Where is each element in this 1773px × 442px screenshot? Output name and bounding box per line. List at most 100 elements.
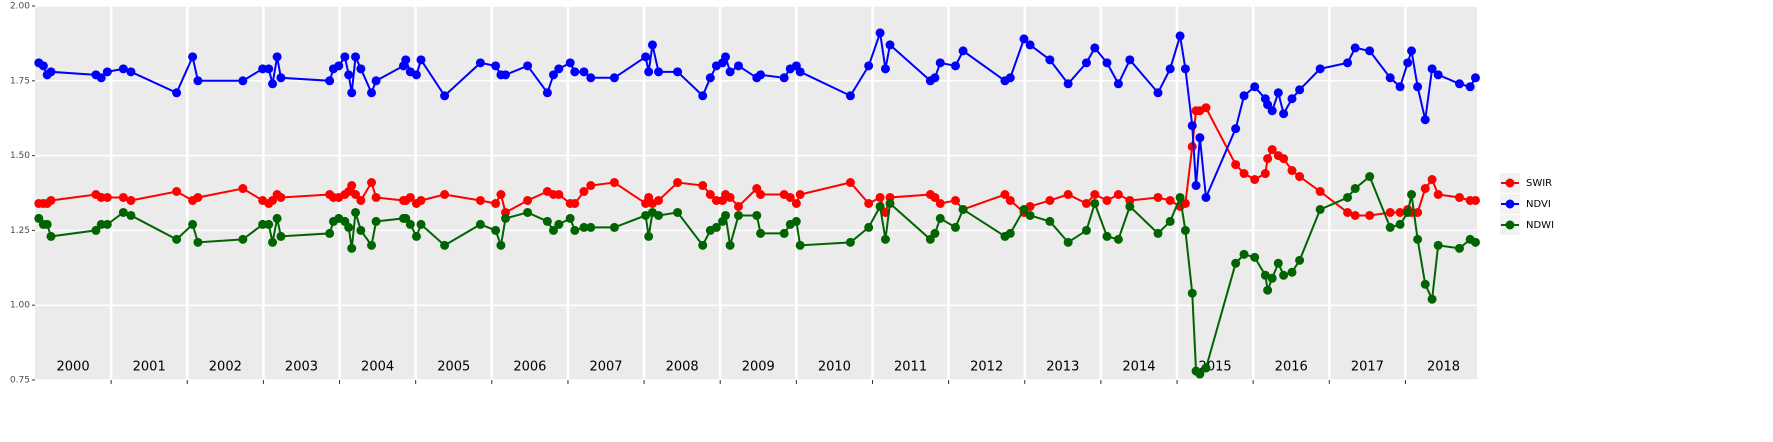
data-point — [752, 210, 762, 220]
data-point — [1407, 46, 1417, 56]
data-point — [1263, 285, 1273, 295]
y-tick-label: 2.00 — [10, 2, 30, 12]
data-point — [347, 243, 357, 253]
data-point — [118, 192, 128, 202]
data-point — [930, 192, 940, 202]
year-label: 2004 — [361, 360, 394, 375]
y-tick-label: 1.50 — [10, 151, 30, 161]
data-point — [1187, 288, 1197, 298]
data-point — [554, 219, 564, 229]
data-point — [1005, 195, 1015, 205]
year-label: 2008 — [666, 360, 699, 375]
data-point — [1315, 64, 1325, 74]
data-point — [1165, 195, 1175, 205]
data-point — [1287, 267, 1297, 277]
data-point — [238, 184, 248, 194]
data-point — [1090, 43, 1100, 53]
data-point — [958, 46, 968, 56]
data-point — [1231, 160, 1241, 170]
data-point — [609, 222, 619, 232]
data-point — [1081, 225, 1091, 235]
data-point — [845, 178, 855, 188]
data-point — [756, 70, 766, 80]
data-point — [725, 240, 735, 250]
year-label: 2009 — [742, 360, 775, 375]
data-point — [1175, 31, 1185, 41]
data-point — [950, 195, 960, 205]
data-point — [950, 61, 960, 71]
data-point — [1350, 43, 1360, 53]
data-point — [1395, 207, 1405, 217]
data-point — [875, 192, 885, 202]
year-label: 2014 — [1122, 360, 1155, 375]
year-label: 2011 — [894, 360, 927, 375]
data-point — [885, 40, 895, 50]
data-point — [102, 219, 112, 229]
year-label: 2013 — [1046, 360, 1079, 375]
data-point — [1267, 273, 1277, 283]
data-point — [276, 192, 286, 202]
data-point — [654, 67, 664, 77]
data-point — [1063, 79, 1073, 89]
data-point — [276, 231, 286, 241]
data-point — [1454, 243, 1464, 253]
data-point — [238, 76, 248, 86]
data-point — [1063, 189, 1073, 199]
data-point — [411, 70, 421, 80]
data-point — [340, 52, 350, 62]
data-point — [1365, 172, 1375, 182]
data-point — [1201, 192, 1211, 202]
data-point — [579, 222, 589, 232]
data-point — [491, 61, 501, 71]
data-point — [1005, 73, 1015, 83]
data-point — [1413, 234, 1423, 244]
data-point — [1045, 55, 1055, 65]
data-point — [1081, 198, 1091, 208]
data-point — [795, 67, 805, 77]
data-point — [475, 195, 485, 205]
data-point — [347, 88, 357, 98]
data-point — [268, 79, 278, 89]
data-point — [1260, 270, 1270, 280]
data-point — [188, 219, 198, 229]
data-point — [193, 237, 203, 247]
data-point — [733, 201, 743, 211]
data-point — [1102, 58, 1112, 68]
data-point — [654, 195, 664, 205]
data-point — [523, 61, 533, 71]
data-point — [1063, 237, 1073, 247]
data-point — [523, 207, 533, 217]
data-point — [416, 55, 426, 65]
year-label: 2005 — [437, 360, 470, 375]
data-point — [1113, 234, 1123, 244]
data-point — [264, 64, 274, 74]
y-tick-label: 1.25 — [10, 226, 30, 236]
data-point — [779, 228, 789, 238]
data-point — [1125, 201, 1135, 211]
data-point — [1279, 109, 1289, 119]
data-point — [1279, 270, 1289, 280]
data-point — [1287, 166, 1297, 176]
data-point — [958, 204, 968, 214]
data-point — [1102, 195, 1112, 205]
data-point — [102, 192, 112, 202]
data-point — [491, 198, 501, 208]
data-point — [356, 195, 366, 205]
data-point — [875, 28, 885, 38]
year-label: 2018 — [1427, 360, 1460, 375]
data-point — [644, 67, 654, 77]
data-point — [118, 64, 128, 74]
data-point — [791, 198, 801, 208]
data-point — [1201, 363, 1211, 373]
data-point — [46, 67, 56, 77]
data-point — [1403, 58, 1413, 68]
data-point — [1187, 121, 1197, 131]
data-point — [1427, 64, 1437, 74]
data-point — [1287, 94, 1297, 104]
data-point — [344, 222, 354, 232]
data-point — [46, 231, 56, 241]
data-point — [347, 181, 357, 191]
y-tick-label: 0.75 — [10, 376, 30, 386]
data-point — [1250, 175, 1260, 185]
data-point — [193, 76, 203, 86]
